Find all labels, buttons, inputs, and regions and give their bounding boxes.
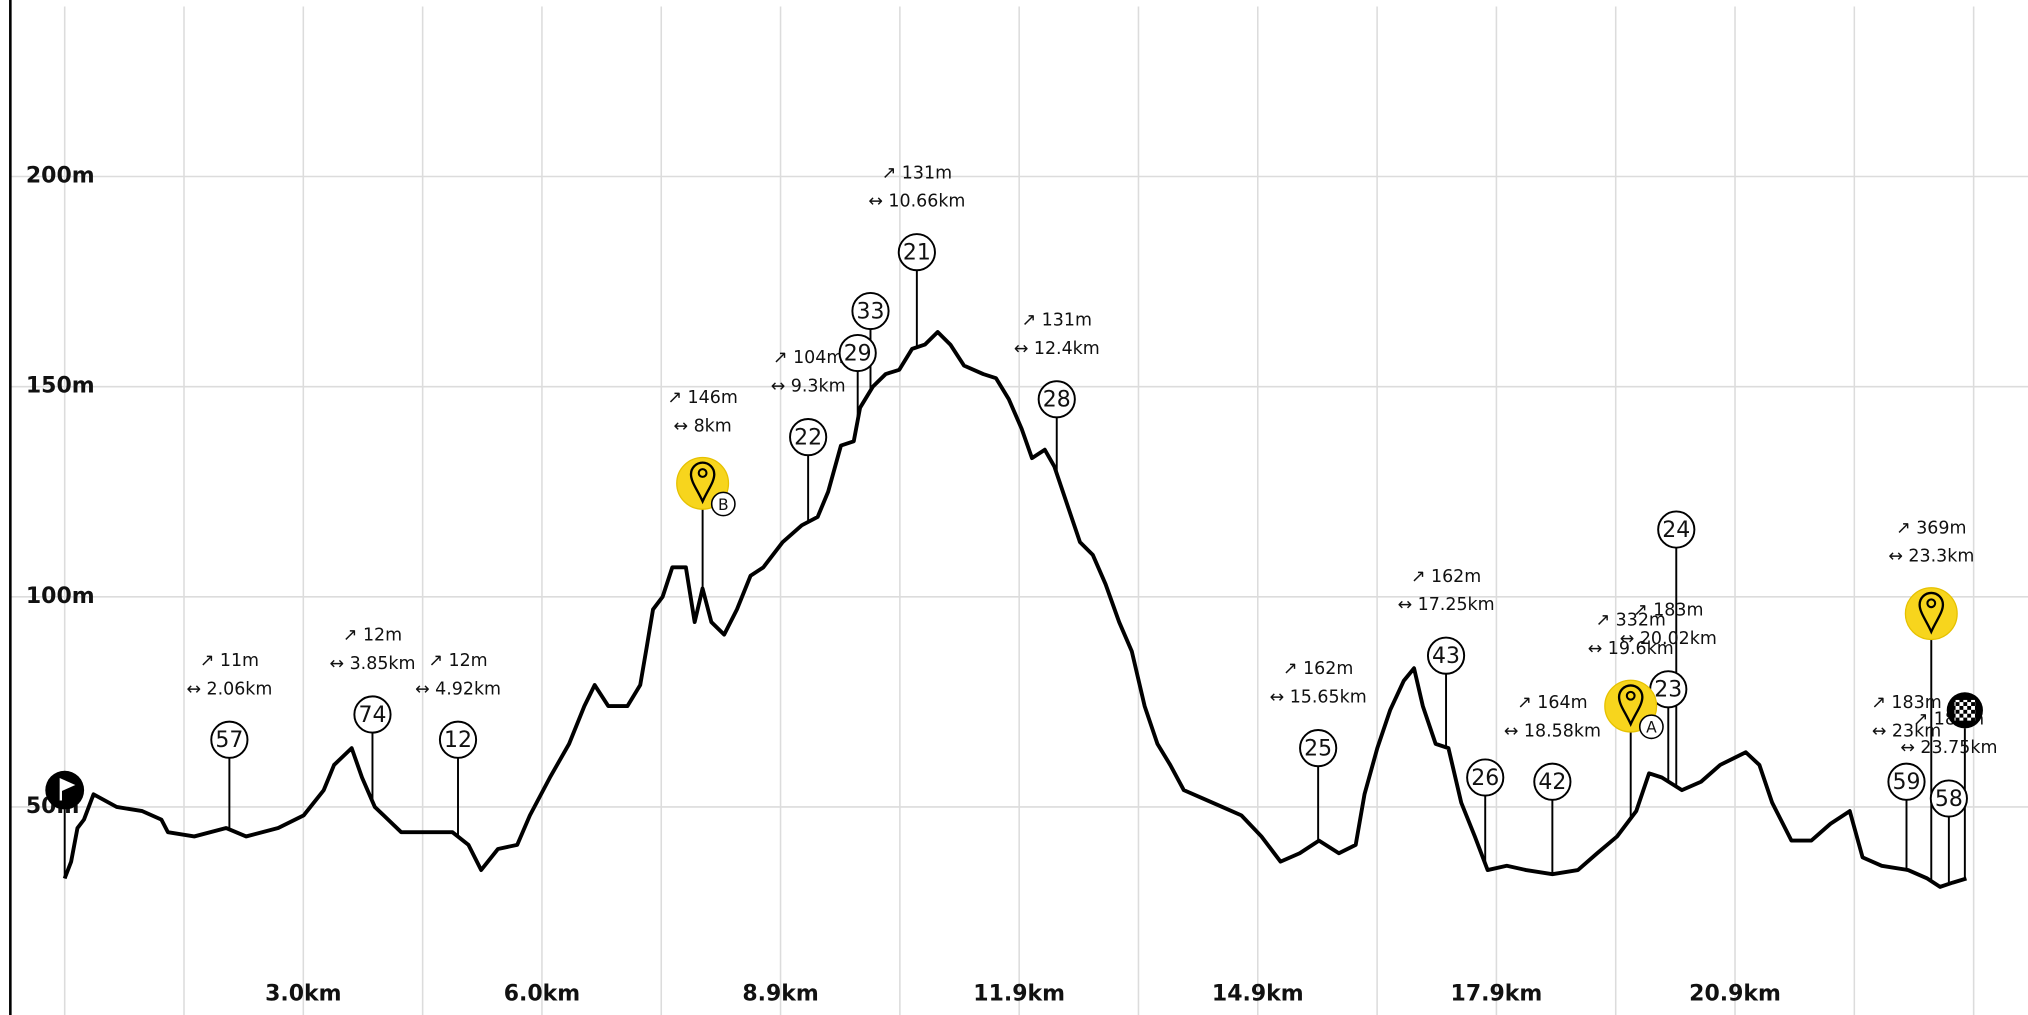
marker bbox=[851, 291, 890, 331]
marker bbox=[1466, 758, 1505, 797]
segment-stat: ↔ 23.3km bbox=[1888, 547, 1974, 567]
marker-label: 25 bbox=[1304, 736, 1332, 761]
y-tick-label: 150m bbox=[26, 374, 95, 399]
waypoint-badge-label: A bbox=[1646, 719, 1657, 737]
marker bbox=[1929, 779, 1968, 818]
segment-stat: ↗ 11m bbox=[200, 651, 259, 671]
segment-stat: ↔ 18.58km bbox=[1504, 721, 1601, 741]
marker-label: 21 bbox=[903, 240, 931, 265]
marker bbox=[1657, 510, 1696, 549]
segment-stat: ↗ 164m bbox=[1517, 693, 1587, 713]
marker-label: 59 bbox=[1893, 770, 1921, 795]
waypoint-pin-dot bbox=[1926, 598, 1937, 609]
x-tick-label: 11.9km bbox=[973, 981, 1065, 1006]
marker-label: 33 bbox=[857, 299, 885, 324]
segment-stat: ↗ 131m bbox=[1022, 310, 1092, 330]
segment-stat: ↗ 146m bbox=[667, 388, 737, 408]
segment-stat: ↗ 104m bbox=[773, 348, 843, 368]
segment-stat: ↔ 10.66km bbox=[868, 192, 965, 212]
segment-stat: ↗ 183m bbox=[1871, 693, 1941, 713]
segment-stat: ↗ 369m bbox=[1896, 518, 1966, 538]
marker-label: 26 bbox=[1471, 766, 1499, 791]
marker-label: 43 bbox=[1432, 644, 1460, 669]
segment-stat: ↔ 23.75km bbox=[1900, 738, 1997, 758]
marker-label: 57 bbox=[215, 728, 243, 753]
waypoint-badge-label: B bbox=[718, 496, 729, 514]
waypoint-badge bbox=[710, 491, 736, 517]
marker-label: 29 bbox=[844, 341, 872, 366]
marker bbox=[1299, 729, 1338, 768]
segment-stat: ↔ 19.6km bbox=[1588, 639, 1674, 659]
segment-stat: ↗ 12m bbox=[343, 626, 402, 646]
marker bbox=[353, 695, 392, 734]
marker-label: 74 bbox=[358, 703, 386, 728]
waypoint-pin-icon bbox=[689, 461, 716, 505]
y-tick-label: 100m bbox=[26, 584, 95, 609]
waypoint-pin-icon bbox=[1617, 684, 1644, 728]
segment-stat: ↔ 4.92km bbox=[415, 679, 501, 699]
waypoint-pin-icon bbox=[1918, 591, 1945, 635]
segment-stat: ↗ 162m bbox=[1283, 659, 1353, 679]
segment-stat: ↔ 23km bbox=[1872, 721, 1941, 741]
segment-stat: ↔ 9.3km bbox=[771, 377, 846, 397]
marker bbox=[1533, 762, 1572, 801]
x-tick-label: 20.9km bbox=[1689, 981, 1781, 1006]
marker-label: 22 bbox=[794, 425, 822, 450]
segment-stat: ↔ 8km bbox=[673, 416, 731, 436]
marker bbox=[1887, 762, 1926, 801]
marker-label: 24 bbox=[1662, 518, 1690, 543]
x-tick-label: 6.0km bbox=[504, 981, 580, 1006]
marker-label: 23 bbox=[1654, 678, 1682, 703]
y-tick-label: 200m bbox=[26, 164, 95, 189]
marker bbox=[897, 233, 936, 272]
segment-stat: ↔ 17.25km bbox=[1397, 595, 1494, 615]
segment-stat: ↗ 12m bbox=[428, 651, 487, 671]
x-tick-label: 17.9km bbox=[1451, 981, 1543, 1006]
segment-stat: ↔ 2.06km bbox=[186, 679, 272, 699]
marks bbox=[62, 270, 1968, 889]
marker-label: 28 bbox=[1043, 388, 1071, 413]
segment-stat: ↗ 183m bbox=[1633, 600, 1703, 620]
waypoint-badge bbox=[1638, 714, 1664, 740]
start-marker bbox=[45, 770, 85, 810]
start-flag-icon bbox=[59, 778, 76, 801]
segment-stat: ↗ 131m bbox=[882, 163, 952, 183]
finish-flag-icon bbox=[1954, 699, 1976, 721]
marker bbox=[1037, 380, 1076, 419]
waypoint bbox=[1904, 587, 1958, 641]
segment-stat: ↔ 3.85km bbox=[329, 654, 415, 674]
marker bbox=[1426, 636, 1466, 675]
x-tick-label: 3.0km bbox=[265, 981, 341, 1006]
segment-stat: ↔ 20.02km bbox=[1620, 629, 1717, 649]
segment-stat: ↗ 332m bbox=[1595, 611, 1665, 631]
marker bbox=[438, 720, 478, 759]
grid bbox=[10, 6, 2028, 1015]
x-tick-label: 14.9km bbox=[1212, 981, 1304, 1006]
segment-stat: ↗ 162m bbox=[1411, 567, 1481, 587]
waypoint-pin-dot bbox=[1625, 690, 1636, 701]
x-tick-label: 8.9km bbox=[742, 981, 818, 1006]
marker-label: 12 bbox=[444, 728, 472, 753]
marker bbox=[789, 418, 828, 457]
waypoint-pin-dot bbox=[697, 468, 708, 478]
segment-stat: ↔ 15.65km bbox=[1270, 688, 1367, 708]
marker bbox=[210, 720, 249, 759]
marker-label: 42 bbox=[1538, 770, 1566, 795]
segment-stat: ↔ 12.4km bbox=[1014, 339, 1100, 359]
marker bbox=[838, 333, 877, 373]
marker-label: 58 bbox=[1935, 787, 1963, 812]
